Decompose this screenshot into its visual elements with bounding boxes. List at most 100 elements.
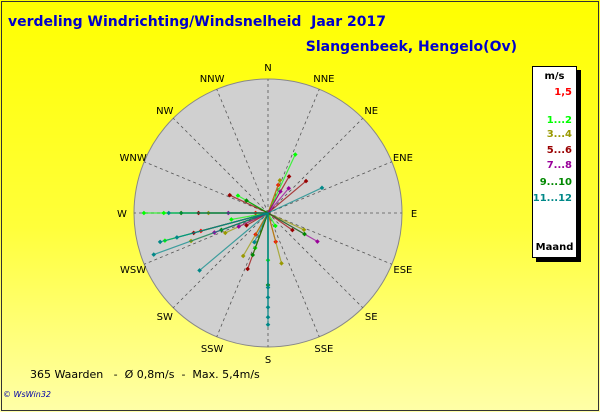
spoke-sw [172, 212, 269, 309]
data-point [265, 322, 271, 327]
data-line [176, 212, 269, 238]
spoke-nne [267, 89, 320, 214]
data-line [267, 154, 296, 214]
spoke-ene [267, 161, 392, 214]
data-point [265, 314, 271, 320]
data-line [267, 187, 323, 214]
software-credit: © WsWin32 [3, 390, 52, 399]
legend-footer: Maand [535, 242, 574, 253]
direction-label-nw: NW [156, 106, 173, 117]
direction-label-s: S [265, 355, 271, 366]
data-line [267, 180, 281, 214]
data-points [141, 152, 325, 327]
data-line [267, 212, 305, 235]
direction-label-nnw: NNW [200, 74, 225, 85]
data-line [267, 180, 307, 214]
spoke-se [267, 212, 364, 309]
summary-text: 365 Waarden - Ø 0,8m/s - Max. 5,4m/s [30, 368, 260, 381]
data-point [151, 252, 157, 257]
data-point [319, 185, 325, 191]
data-point [166, 210, 172, 216]
direction-label-ese: ESE [393, 265, 412, 276]
legend-item: 9...10 [539, 177, 572, 188]
data-point [222, 230, 228, 236]
direction-label-ne: NE [364, 106, 378, 117]
data-line [242, 212, 269, 257]
data-line [253, 212, 269, 243]
data-point [286, 174, 292, 179]
legend-item: 7...8 [546, 160, 572, 171]
data-point [315, 239, 320, 244]
data-point [302, 231, 307, 237]
legend: m/s 1,5 1...2 3...4 5...6 7...8 9...10 11...12… [532, 66, 577, 258]
direction-label-w: W [117, 209, 127, 220]
data-line [252, 212, 269, 256]
legend-item: 3...4 [546, 129, 572, 140]
station-name: Slangenbeek, Hengelo(Ov) [305, 39, 517, 55]
data-line [267, 187, 290, 214]
data-line [267, 212, 276, 227]
spoke-wnw [144, 161, 269, 214]
direction-label-sw: SW [157, 312, 173, 323]
legend-item: 11...12 [532, 193, 572, 204]
direction-label-ene: ENE [393, 153, 413, 164]
legend-unit: m/s [544, 71, 565, 82]
data-point [277, 178, 283, 183]
data-point [265, 295, 271, 300]
data-point [290, 227, 295, 233]
direction-label-wsw: WSW [120, 265, 146, 276]
data-point [197, 268, 202, 273]
direction-label-sse: SSE [314, 344, 333, 355]
direction-label-se: SE [365, 312, 378, 323]
direction-label-n: N [264, 63, 271, 74]
data-line [267, 191, 281, 214]
data-point [250, 252, 256, 258]
spoke-nnw [216, 89, 269, 214]
spoke-ese [267, 212, 392, 265]
spoke-wsw [144, 212, 269, 265]
data-point [157, 239, 163, 245]
series-6 [151, 185, 325, 327]
legend-item: 1...2 [546, 115, 572, 126]
spoke-ssw [216, 212, 269, 337]
legend-item: 5...6 [546, 145, 572, 156]
chart-title: verdeling Windrichting/Windsnelheid Jaar… [8, 14, 386, 30]
data-point [229, 217, 234, 222]
data-line [229, 194, 269, 214]
data-point [252, 239, 257, 245]
direction-labels: N NNE NE ENE E ESE SE SSE S SSW SW WSW W WNW NW NNW [117, 63, 417, 366]
direction-label-ssw: SSW [201, 344, 224, 355]
data-point [273, 223, 278, 229]
data-line [199, 212, 269, 271]
data-point [265, 285, 271, 290]
data-point [227, 192, 233, 198]
data-line [246, 200, 269, 214]
spoke-sse [267, 212, 320, 337]
direction-label-e: E [411, 209, 417, 220]
direction-label-wnw: WNW [119, 153, 146, 164]
data-point [292, 152, 298, 157]
data-point [236, 224, 242, 229]
data-point [235, 193, 241, 198]
data-point [278, 189, 283, 194]
spoke-nw [172, 117, 269, 214]
data-line [153, 212, 269, 256]
spoke-ne [267, 117, 364, 214]
data-point [301, 227, 307, 233]
data-point [279, 261, 284, 266]
data-point [161, 210, 167, 216]
data-line [267, 212, 283, 264]
data-point [244, 198, 249, 203]
data-point [174, 235, 180, 240]
data-point [141, 210, 147, 216]
legend-item: 1,5 [554, 87, 572, 98]
data-point [245, 266, 250, 272]
data-point [303, 178, 309, 184]
direction-label-nne: NNE [313, 74, 334, 85]
data-point [244, 223, 249, 228]
data-point [286, 185, 292, 191]
data-point [240, 253, 246, 259]
